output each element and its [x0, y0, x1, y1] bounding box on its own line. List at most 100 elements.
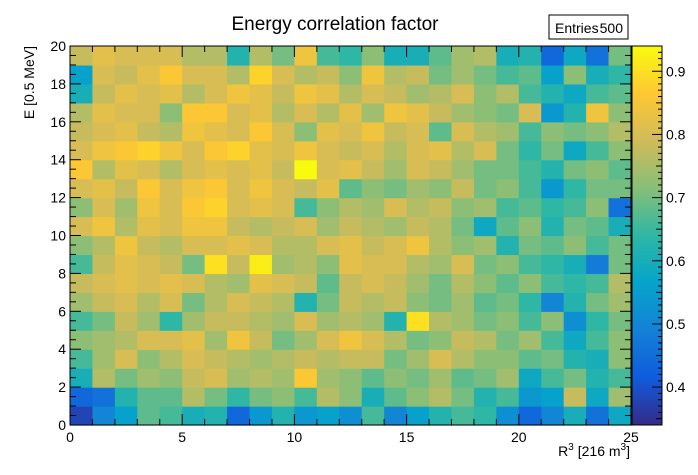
heatmap-cell	[204, 46, 228, 66]
heatmap-cell	[563, 121, 587, 142]
heatmap-cell	[249, 197, 273, 218]
heatmap-cell	[496, 311, 520, 331]
heatmap-cell	[159, 235, 183, 256]
y-tick-label: 16	[50, 114, 66, 130]
heatmap-cell	[518, 235, 542, 256]
heatmap-cell	[563, 406, 587, 426]
heatmap-cell	[451, 159, 475, 180]
heatmap-cell	[159, 159, 183, 180]
heatmap-cell	[249, 102, 273, 123]
heatmap-cell	[70, 140, 94, 161]
heatmap-cell	[563, 178, 587, 199]
heatmap-cell	[114, 406, 138, 426]
heatmap-cell	[114, 83, 138, 104]
heatmap-cell	[541, 216, 565, 237]
heatmap-cell	[496, 273, 520, 293]
heatmap-cell	[518, 46, 542, 66]
heatmap-cell	[249, 235, 273, 256]
heatmap-cell	[541, 159, 565, 180]
heatmap-cell	[429, 349, 453, 369]
heatmap-cell	[227, 121, 251, 142]
heatmap-cell	[473, 368, 497, 388]
heatmap-cell	[114, 178, 138, 199]
heatmap-cell	[451, 235, 475, 256]
heatmap-cell	[473, 387, 497, 407]
heatmap-cell	[541, 292, 565, 312]
heatmap-cell	[70, 83, 94, 104]
heatmap-cell	[271, 102, 295, 123]
heatmap-cell	[473, 349, 497, 369]
y-tick-label: 18	[50, 76, 66, 92]
heatmap-cell	[406, 235, 430, 256]
heatmap-cell	[204, 216, 228, 237]
heatmap-cell	[496, 197, 520, 218]
heatmap-cell	[384, 273, 408, 293]
heatmap-cell	[227, 349, 251, 369]
heatmap-cell	[473, 64, 497, 85]
y-tick-label: 10	[50, 228, 66, 244]
heatmap-cell	[384, 406, 408, 426]
heatmap-cell	[586, 216, 610, 237]
heatmap-cell	[204, 273, 228, 293]
heatmap-cell	[114, 159, 138, 180]
heatmap-cell	[339, 349, 363, 369]
heatmap-cell	[294, 197, 318, 218]
heatmap-cell	[429, 387, 453, 407]
heatmap-cell	[406, 368, 430, 388]
heatmap-cell	[227, 140, 251, 161]
heatmap-cell	[227, 292, 251, 312]
x-tick-label: 15	[399, 429, 415, 445]
heatmap-cell	[451, 330, 475, 350]
heatmap-cell	[92, 216, 116, 237]
heatmap-cell	[496, 140, 520, 161]
heatmap-cell	[92, 330, 116, 350]
heatmap-cell	[339, 292, 363, 312]
heatmap-cell	[429, 311, 453, 331]
heatmap-cell	[406, 216, 430, 237]
heatmap-cell	[451, 292, 475, 312]
heatmap-cell	[339, 178, 363, 199]
heatmap-cell	[451, 216, 475, 237]
heatmap-cell	[361, 387, 385, 407]
heatmap-cell	[227, 311, 251, 331]
heatmap-cell	[294, 216, 318, 237]
heatmap-cell	[563, 159, 587, 180]
heatmap-cell	[563, 46, 587, 66]
heatmap-cell	[114, 368, 138, 388]
heatmap-cell	[608, 235, 632, 256]
heatmap-cell	[159, 254, 183, 274]
heatmap-cell	[92, 368, 116, 388]
heatmap-cell	[182, 64, 206, 85]
heatmap-cell	[271, 46, 295, 66]
z-tick-label: 0.4	[666, 379, 686, 395]
heatmap-cells	[70, 46, 632, 426]
heatmap-cell	[429, 254, 453, 274]
heatmap-cell	[496, 159, 520, 180]
heatmap-cell	[406, 102, 430, 123]
heatmap-cell	[586, 368, 610, 388]
heatmap-cell	[271, 140, 295, 161]
heatmap-cell	[271, 64, 295, 85]
heatmap-cell	[159, 387, 183, 407]
heatmap-cell	[70, 235, 94, 256]
heatmap-cell	[429, 83, 453, 104]
heatmap-cell	[294, 254, 318, 274]
heatmap-cell	[70, 121, 94, 142]
heatmap-cell	[137, 330, 161, 350]
heatmap-cell	[586, 330, 610, 350]
x-tick-label: 5	[178, 429, 186, 445]
heatmap-cell	[92, 159, 116, 180]
heatmap-cell	[473, 121, 497, 142]
heatmap-cell	[271, 330, 295, 350]
heatmap-cell	[496, 235, 520, 256]
heatmap-cell	[204, 197, 228, 218]
heatmap-cell	[182, 140, 206, 161]
heatmap-cell	[473, 254, 497, 274]
heatmap-cell	[227, 159, 251, 180]
heatmap-cell	[159, 330, 183, 350]
heatmap-cell	[518, 406, 542, 426]
heatmap-cell	[608, 178, 632, 199]
x-axis-label: R3 [216 m3]	[558, 442, 630, 459]
heatmap-cell	[451, 273, 475, 293]
heatmap-cell	[541, 178, 565, 199]
